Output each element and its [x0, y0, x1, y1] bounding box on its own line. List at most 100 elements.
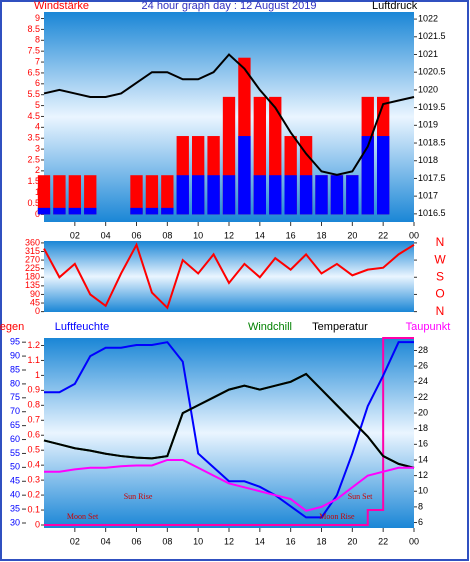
bar — [145, 175, 159, 215]
bar — [68, 175, 81, 215]
bar — [238, 136, 251, 215]
y-tick-label: 90 — [30, 289, 40, 299]
y-tick-label: 4 — [35, 122, 40, 132]
y2-tick-label: 1016.5 — [418, 208, 446, 218]
y-tick-label: 0.5 — [27, 198, 40, 208]
x-tick-label: 02 — [70, 230, 80, 240]
y2-tick-label: 10 — [418, 486, 428, 496]
bar — [37, 175, 51, 215]
y-tick-label: 60 — [10, 434, 20, 444]
y-tick-label: 270 — [25, 254, 40, 264]
y3-tick-label: 0.1 — [27, 504, 40, 514]
bar — [161, 207, 174, 215]
y2-tick-label: 1021 — [418, 49, 438, 59]
x-tick-label: 14 — [255, 536, 265, 546]
x-tick-label: 06 — [131, 536, 141, 546]
legend-label: Temperatur — [312, 321, 368, 333]
y-tick-label: 45 — [30, 297, 40, 307]
line — [43, 372, 415, 469]
bar — [192, 175, 205, 215]
y-tick-label: 45 — [10, 476, 20, 486]
y2-tick-label: 1018 — [418, 155, 438, 165]
y2-tick-label: S — [436, 269, 444, 283]
y-tick-label: 135 — [25, 280, 40, 290]
y2-tick-label: 20 — [418, 407, 428, 417]
y-tick-label: 3.5 — [27, 133, 40, 143]
legend-label: Windchill — [248, 321, 292, 333]
y3-tick-label: 0.8 — [27, 400, 40, 410]
y2-tick-label: 22 — [418, 392, 428, 402]
bar — [145, 207, 159, 215]
y-tick-label: 50 — [10, 462, 20, 472]
y-tick-label: 9 — [35, 13, 40, 23]
bar — [68, 207, 81, 215]
bar — [176, 175, 189, 215]
x-tick-label: 18 — [316, 536, 326, 546]
y-tick-label: 55 — [10, 448, 20, 458]
annotation: Moon Set — [67, 512, 99, 521]
y3-tick-label: 0.9 — [27, 385, 40, 395]
y2-tick-label: O — [435, 287, 444, 301]
line — [44, 458, 414, 512]
line — [44, 337, 414, 527]
y2-tick-label: 1017.5 — [418, 173, 446, 183]
y-tick-label: 0 — [35, 209, 40, 219]
legend-label: Luftfeuchte — [55, 321, 109, 333]
y3-tick-label: 0.6 — [27, 430, 40, 440]
y-tick-label: 95 — [10, 337, 20, 347]
bar — [53, 175, 66, 215]
y-tick-label: 6.5 — [27, 67, 40, 77]
y-tick-label: 85 — [10, 364, 20, 374]
y-tick-label: 1.5 — [27, 176, 40, 186]
y-tick-label: 35 — [10, 503, 20, 513]
bar — [207, 175, 220, 215]
y2-tick-label: N — [436, 235, 445, 249]
bar — [284, 175, 297, 215]
bar — [377, 136, 390, 215]
x-tick-label: 08 — [162, 536, 172, 546]
y-tick-label: 65 — [10, 420, 20, 430]
y3-tick-label: 1 — [35, 370, 40, 380]
y-tick-label: 70 — [10, 406, 20, 416]
y-tick-label: 5 — [35, 100, 40, 110]
y-tick-label: 5.5 — [27, 89, 40, 99]
x-tick-label: 10 — [193, 536, 203, 546]
x-tick-label: 16 — [286, 230, 296, 240]
y-tick-label: 2 — [35, 165, 40, 175]
x-tick-label: 00 — [409, 230, 419, 240]
x-tick-label: 02 — [70, 536, 80, 546]
annotation: Moon Rise — [319, 512, 355, 521]
y-axis-label: Windstärke — [34, 0, 89, 12]
y2-tick-label: 1019 — [418, 120, 438, 130]
y2-tick-label: 1019.5 — [418, 102, 446, 112]
y-tick-label: 8 — [35, 35, 40, 45]
y3-tick-label: 0.5 — [27, 445, 40, 455]
bar — [130, 175, 143, 215]
legend-label: Taupunkt — [406, 321, 451, 333]
bar — [315, 175, 328, 215]
x-tick-label: 14 — [255, 230, 265, 240]
y-tick-label: 8.5 — [27, 24, 40, 34]
y2-tick-label: 6 — [418, 517, 423, 527]
y-tick-label: 2.5 — [27, 154, 40, 164]
y2-tick-label: 1020 — [418, 84, 438, 94]
y-tick-label: 225 — [25, 263, 40, 273]
x-tick-label: 04 — [101, 536, 111, 546]
plot-area — [44, 338, 414, 528]
y-tick-label: 3 — [35, 143, 40, 153]
bar — [37, 207, 51, 215]
y-tick-label: 40 — [10, 490, 20, 500]
y2-tick-label: 1020.5 — [418, 67, 446, 77]
line — [43, 53, 415, 176]
y-tick-label: 360 — [25, 237, 40, 247]
y3-tick-label: 0.2 — [27, 489, 40, 499]
y-tick-label: 7 — [35, 56, 40, 66]
y-tick-label: 1 — [35, 187, 40, 197]
y2-tick-label: W — [434, 252, 446, 266]
y2-tick-label: 1021.5 — [418, 31, 446, 41]
y-tick-label: 0 — [35, 306, 40, 316]
chart-title: 24 hour graph day : 12 August 2019 — [142, 0, 317, 12]
y-tick-label: 75 — [10, 392, 20, 402]
